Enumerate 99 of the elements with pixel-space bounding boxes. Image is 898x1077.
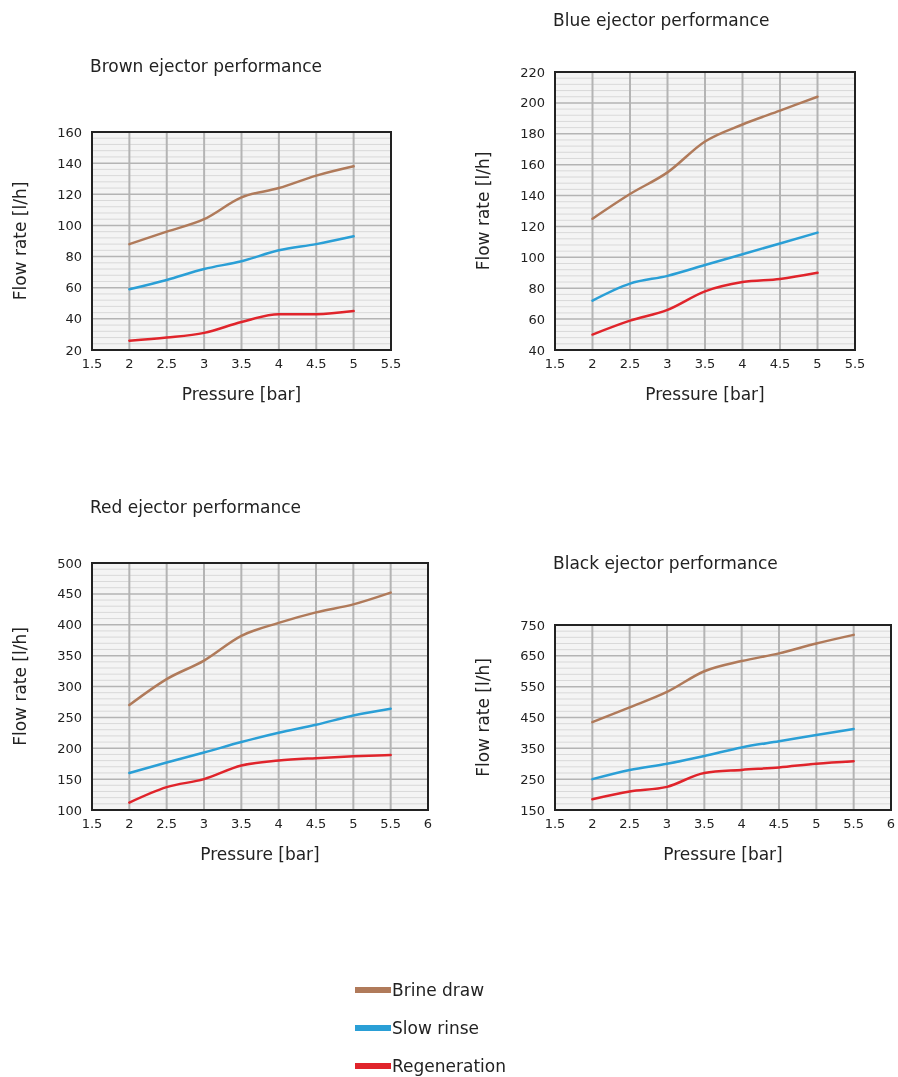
y-tick-label: 80: [65, 249, 82, 265]
x-tick-label: 1.5: [544, 356, 566, 371]
x-axis-title: Pressure [bar]: [645, 384, 765, 404]
line-series: [591, 633, 855, 724]
y-tick-label: 550: [520, 679, 545, 695]
x-tick-label: 2: [588, 816, 597, 831]
x-tick-label: 4.5: [305, 356, 327, 371]
y-tick-label: 350: [57, 648, 82, 664]
legend-label: Brine draw: [392, 979, 485, 1000]
x-tick-label: 2.5: [619, 816, 641, 831]
y-tick-label: 60: [65, 280, 82, 296]
y-tick-label: 650: [520, 648, 545, 664]
y-tick-label: 120: [520, 218, 545, 234]
y-tick-label: 300: [57, 679, 82, 695]
y-axis-title: Flow rate [l/h]: [10, 181, 30, 301]
x-tick-label: 5: [349, 816, 358, 831]
y-tick-label: 60: [528, 311, 545, 327]
chart-title: Red ejector performance: [90, 497, 302, 517]
line-series: [128, 165, 355, 246]
x-tick-label: 2: [125, 816, 134, 831]
line-series: [128, 591, 392, 707]
x-tick-label: 3.5: [231, 356, 252, 371]
y-tick-label: 250: [520, 771, 545, 787]
x-tick-label: 3.5: [694, 356, 716, 371]
line-series: [128, 707, 392, 775]
line-series: [591, 727, 855, 781]
y-tick-label: 100: [57, 217, 82, 233]
y-tick-label: 120: [57, 186, 82, 202]
y-tick-label: 80: [528, 280, 545, 296]
y-tick-label: 100: [520, 249, 545, 265]
y-tick-label: 150: [520, 802, 545, 818]
y-tick-label: 100: [57, 802, 82, 818]
x-tick-label: 4: [737, 816, 746, 831]
x-tick-label: 5.5: [843, 816, 865, 831]
x-tick-label: 2: [588, 356, 597, 371]
x-tick-label: 5: [813, 356, 822, 371]
y-tick-label: 140: [57, 155, 82, 171]
x-axis-title: Pressure [bar]: [181, 384, 302, 404]
y-tick-label: 200: [520, 95, 545, 111]
x-tick-label: 3: [199, 816, 209, 831]
x-tick-label: 5.5: [380, 816, 402, 831]
x-axis-title: Pressure [bar]: [663, 844, 783, 864]
y-axis-title: Flow rate [l/h]: [473, 151, 493, 271]
line-series: [128, 309, 355, 342]
line-series: [591, 760, 855, 801]
x-tick-label: 3: [662, 816, 672, 831]
y-tick-label: 200: [57, 740, 82, 756]
x-axis-title: Pressure [bar]: [200, 844, 320, 864]
x-tick-label: 4: [274, 816, 283, 831]
x-tick-label: 2.5: [156, 816, 178, 831]
y-tick-label: 350: [520, 740, 545, 756]
y-axis-title: Flow rate [l/h]: [473, 658, 493, 777]
x-tick-label: 3.5: [693, 816, 715, 831]
x-tick-label: 5: [812, 816, 821, 831]
x-tick-label: 4.5: [769, 356, 791, 371]
x-tick-label: 1.5: [81, 816, 103, 831]
chart-title: Blue ejector performance: [553, 10, 770, 30]
line-series: [591, 271, 819, 336]
line-series: [591, 95, 819, 220]
line-series: [591, 231, 819, 302]
y-tick-label: 400: [57, 617, 82, 633]
legend-label: Regeneration: [392, 1055, 506, 1076]
x-tick-label: 5.5: [380, 356, 402, 371]
x-tick-label: 4.5: [768, 816, 790, 831]
y-tick-label: 180: [520, 126, 545, 142]
x-tick-label: 2.5: [156, 356, 178, 371]
y-tick-label: 150: [57, 771, 82, 787]
x-tick-label: 3: [663, 356, 672, 371]
x-tick-label: 6: [423, 816, 433, 831]
chart-title: Brown ejector performance: [90, 56, 323, 76]
x-tick-label: 1.5: [81, 356, 103, 371]
x-tick-label: 5: [349, 356, 358, 371]
x-tick-label: 3.5: [230, 816, 252, 831]
x-tick-label: 2.5: [619, 356, 641, 371]
y-tick-label: 40: [528, 342, 545, 358]
y-tick-label: 500: [57, 555, 82, 571]
y-tick-label: 450: [520, 710, 545, 726]
x-tick-label: 4: [274, 356, 284, 371]
line-series: [128, 235, 355, 291]
y-tick-label: 160: [520, 157, 545, 173]
x-tick-label: 6: [886, 816, 896, 831]
x-tick-label: 4.5: [305, 816, 327, 831]
y-tick-label: 140: [520, 188, 545, 204]
y-axis-title: Flow rate [l/h]: [10, 627, 30, 746]
x-tick-label: 2: [125, 356, 134, 371]
legend-label: Slow rinse: [392, 1017, 480, 1038]
x-tick-label: 4: [738, 356, 747, 371]
y-tick-label: 220: [520, 64, 545, 80]
y-tick-label: 450: [57, 586, 82, 602]
y-tick-label: 750: [520, 617, 545, 633]
y-tick-label: 250: [57, 709, 82, 725]
x-tick-label: 5.5: [844, 356, 866, 371]
y-tick-label: 40: [65, 311, 82, 327]
y-tick-label: 20: [65, 342, 82, 358]
line-series: [128, 753, 392, 804]
chart-title: Black ejector performance: [553, 553, 778, 573]
y-tick-label: 160: [57, 124, 82, 140]
x-tick-label: 1.5: [544, 816, 566, 831]
x-tick-label: 3: [199, 356, 209, 371]
